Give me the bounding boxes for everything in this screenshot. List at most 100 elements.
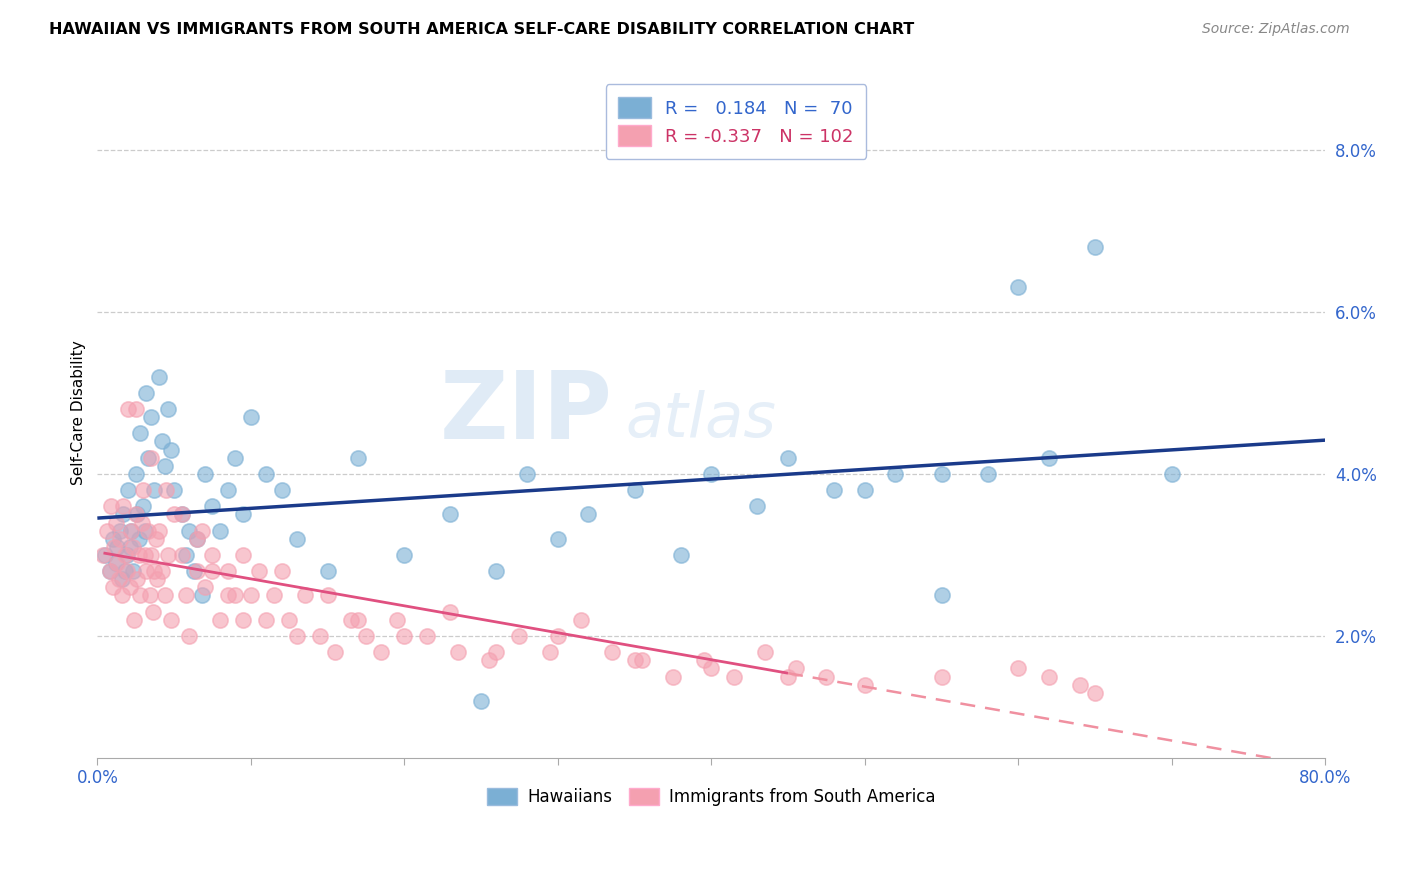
Point <box>370 645 392 659</box>
Point <box>309 629 332 643</box>
Point <box>118 581 141 595</box>
Point <box>224 589 246 603</box>
Point <box>110 532 132 546</box>
Point <box>150 564 173 578</box>
Point <box>125 508 148 522</box>
Point <box>117 402 139 417</box>
Point <box>316 564 339 578</box>
Point <box>104 516 127 530</box>
Point <box>108 572 131 586</box>
Point <box>547 629 569 643</box>
Point <box>394 629 416 643</box>
Point <box>853 678 876 692</box>
Point <box>179 629 201 643</box>
Point <box>170 548 193 562</box>
Point <box>209 524 232 538</box>
Text: ZIP: ZIP <box>440 368 613 459</box>
Point <box>776 669 799 683</box>
Point <box>631 653 654 667</box>
Point <box>209 613 232 627</box>
Point <box>114 564 136 578</box>
Point <box>700 467 723 481</box>
Point <box>194 467 217 481</box>
Point <box>439 605 461 619</box>
Point <box>132 483 155 497</box>
Point <box>578 508 600 522</box>
Point <box>134 524 156 538</box>
Point <box>285 629 308 643</box>
Point <box>117 483 139 497</box>
Point <box>1084 686 1107 700</box>
Point <box>232 548 254 562</box>
Point <box>217 589 239 603</box>
Point <box>516 467 538 481</box>
Point <box>103 540 125 554</box>
Point <box>96 524 118 538</box>
Point <box>224 450 246 465</box>
Point <box>316 589 339 603</box>
Point <box>508 629 530 643</box>
Point <box>217 483 239 497</box>
Point <box>201 548 224 562</box>
Text: Source: ZipAtlas.com: Source: ZipAtlas.com <box>1202 22 1350 37</box>
Point <box>385 613 408 627</box>
Point <box>931 669 953 683</box>
Point <box>217 564 239 578</box>
Point <box>278 613 301 627</box>
Point <box>186 564 208 578</box>
Point <box>139 450 162 465</box>
Point <box>132 500 155 514</box>
Point <box>776 450 799 465</box>
Point <box>98 564 121 578</box>
Point <box>129 426 152 441</box>
Point <box>700 661 723 675</box>
Point <box>747 500 769 514</box>
Point <box>145 532 167 546</box>
Point <box>131 516 153 530</box>
Point <box>254 467 277 481</box>
Point <box>179 524 201 538</box>
Point <box>186 532 208 546</box>
Legend: Hawaiians, Immigrants from South America: Hawaiians, Immigrants from South America <box>479 780 943 814</box>
Point <box>146 572 169 586</box>
Point <box>143 564 166 578</box>
Point <box>669 548 692 562</box>
Point <box>156 548 179 562</box>
Point <box>125 467 148 481</box>
Point <box>118 540 141 554</box>
Point <box>138 589 160 603</box>
Point <box>148 524 170 538</box>
Point <box>394 548 416 562</box>
Point <box>347 613 370 627</box>
Point <box>190 589 212 603</box>
Point <box>115 548 138 562</box>
Point <box>160 442 183 457</box>
Point <box>263 589 285 603</box>
Point <box>470 694 492 708</box>
Point <box>136 524 159 538</box>
Point <box>1084 240 1107 254</box>
Point <box>125 402 148 417</box>
Point <box>101 581 124 595</box>
Point <box>94 548 117 562</box>
Point <box>156 402 179 417</box>
Point <box>122 613 145 627</box>
Point <box>931 589 953 603</box>
Point <box>120 524 142 538</box>
Point <box>884 467 907 481</box>
Point <box>294 589 316 603</box>
Point <box>547 532 569 546</box>
Point <box>176 589 198 603</box>
Point <box>754 645 776 659</box>
Point <box>135 564 157 578</box>
Y-axis label: Self-Care Disability: Self-Care Disability <box>72 341 86 485</box>
Point <box>134 548 156 562</box>
Point <box>120 524 142 538</box>
Point <box>105 540 128 554</box>
Point <box>485 564 508 578</box>
Point <box>183 564 205 578</box>
Point <box>600 645 623 659</box>
Point <box>623 483 645 497</box>
Point <box>121 564 143 578</box>
Point <box>254 613 277 627</box>
